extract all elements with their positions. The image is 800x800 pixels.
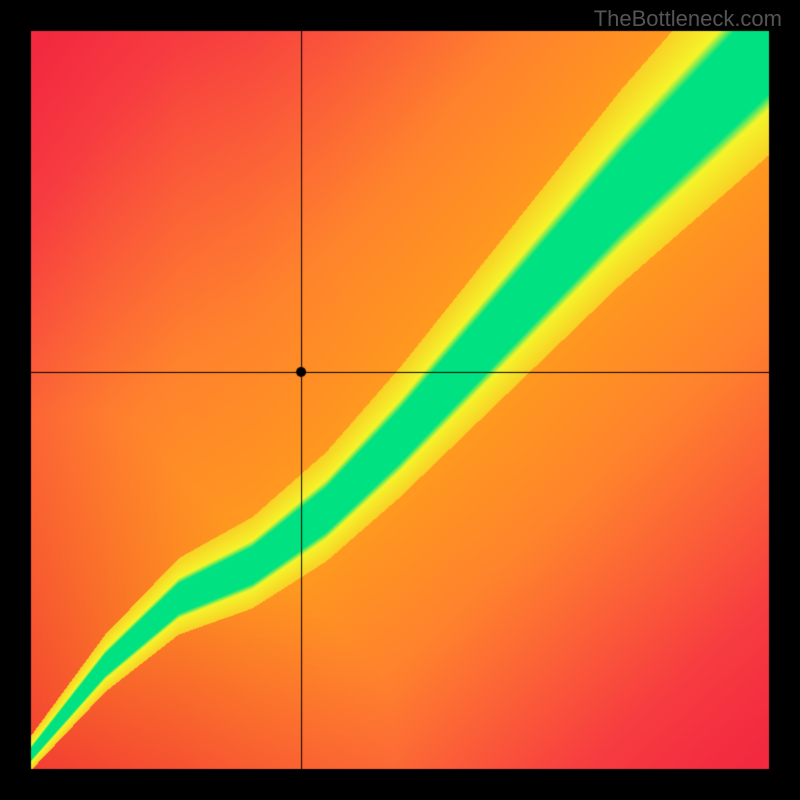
heatmap-canvas: [0, 0, 800, 800]
watermark-text: TheBottleneck.com: [594, 6, 782, 32]
chart-container: TheBottleneck.com: [0, 0, 800, 800]
